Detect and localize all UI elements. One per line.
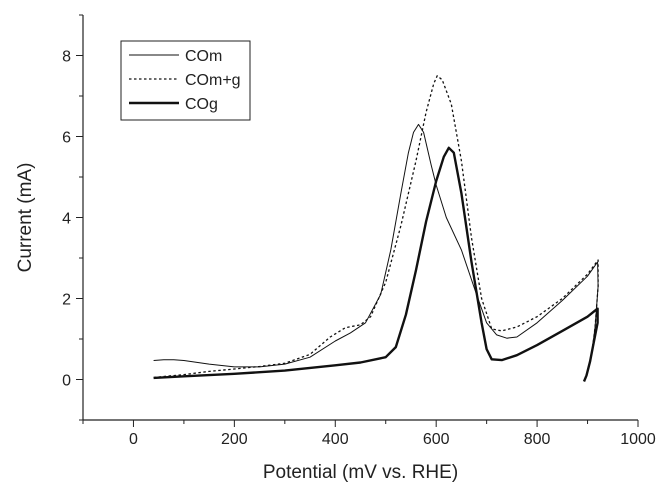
x-tick-label: 1000 (620, 431, 656, 448)
series-line-2 (153, 75, 599, 379)
x-tick-label: 200 (221, 431, 248, 448)
y-tick-label: 4 (62, 211, 71, 228)
x-tick-label: 0 (129, 431, 138, 448)
axes: 0 200 400 600 800 1000 0 2 4 6 8 (62, 14, 656, 448)
legend-label: COg (185, 96, 218, 113)
series-line-1 (153, 123, 599, 368)
y-tick-label: 0 (62, 373, 71, 390)
legend-label: COm+g (185, 72, 241, 89)
y-tick-label: 2 (62, 292, 71, 309)
series-layer (153, 75, 599, 382)
legend: COm COm+g COg (120, 40, 251, 121)
x-tick-label: 800 (524, 431, 551, 448)
y-tick-label: 8 (62, 49, 71, 66)
legend-label: COm (185, 48, 222, 65)
legend-box (120, 40, 251, 121)
series-line-3 (153, 146, 599, 382)
y-tick-label: 6 (62, 130, 71, 147)
x-axis-label: Potential (mV vs. RHE) (263, 462, 458, 483)
x-tick-label: 600 (423, 431, 450, 448)
y-axis-label: Current (mA) (15, 163, 36, 273)
x-tick-label: 400 (322, 431, 349, 448)
